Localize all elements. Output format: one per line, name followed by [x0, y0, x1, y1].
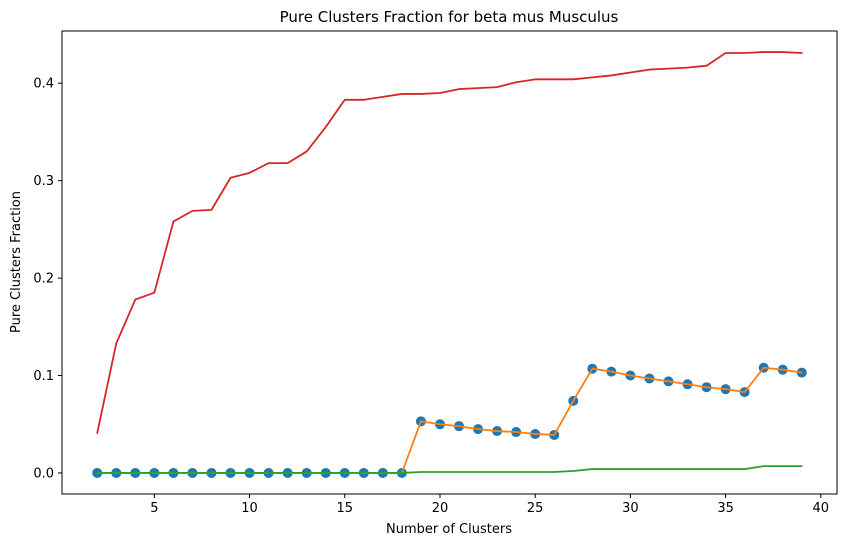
x-tick-label: 20	[432, 501, 449, 516]
x-tick-label: 30	[622, 501, 639, 516]
y-tick-label: 0.4	[33, 77, 54, 92]
x-tick-label: 25	[527, 501, 544, 516]
y-tick-label: 0.3	[33, 174, 54, 189]
series-layer	[92, 51, 807, 478]
y-tick-label: 0.0	[33, 466, 54, 481]
series-line-1	[96, 366, 803, 474]
series-line-3	[96, 51, 803, 434]
y-tick-label: 0.2	[33, 272, 54, 287]
plot-frame	[61, 30, 838, 495]
y-axis-label: Pure Clusters Fraction	[9, 191, 24, 333]
x-tick-label: 15	[336, 501, 353, 516]
x-tick-label: 35	[717, 501, 734, 516]
x-tick-label: 10	[241, 501, 258, 516]
x-axis-label: Number of Clusters	[386, 522, 512, 537]
y-tick-label: 0.1	[33, 369, 54, 384]
x-tick-label: 40	[813, 501, 830, 516]
series-line-2	[96, 465, 803, 474]
x-tick-label: 5	[150, 501, 158, 516]
chart-title: Pure Clusters Fraction for beta mus Musc…	[280, 8, 619, 26]
axes-layer: 5 10 15 20 25 30 35 40 0.0 0.1 0.2 0.3 0.4	[33, 77, 829, 516]
